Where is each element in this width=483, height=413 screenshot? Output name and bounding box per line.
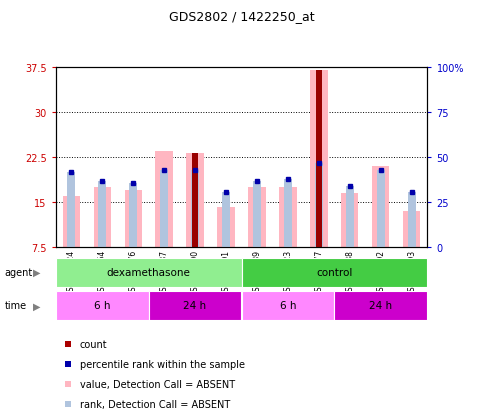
Bar: [56, 258, 242, 287]
Text: 6 h: 6 h: [94, 301, 110, 311]
Bar: [56, 291, 149, 320]
Text: ▶: ▶: [33, 268, 41, 278]
Text: dexamethasone: dexamethasone: [107, 268, 190, 278]
Bar: [149, 291, 242, 320]
Bar: [62, 197, 80, 248]
Bar: [372, 167, 389, 248]
Bar: [94, 188, 111, 248]
Bar: [160, 171, 168, 248]
Bar: [341, 194, 358, 248]
Bar: [315, 164, 323, 248]
Bar: [346, 187, 354, 248]
Bar: [253, 181, 261, 248]
Bar: [156, 152, 172, 248]
Bar: [242, 291, 334, 320]
Bar: [191, 171, 199, 248]
Text: GDS2802 / 1422250_at: GDS2802 / 1422250_at: [169, 10, 314, 23]
Text: rank, Detection Call = ABSENT: rank, Detection Call = ABSENT: [80, 399, 230, 409]
Bar: [222, 192, 230, 248]
Bar: [403, 212, 421, 248]
Bar: [334, 291, 427, 320]
Bar: [186, 153, 203, 248]
Bar: [129, 183, 137, 248]
Text: control: control: [316, 268, 353, 278]
Text: time: time: [5, 301, 27, 311]
Text: value, Detection Call = ABSENT: value, Detection Call = ABSENT: [80, 379, 235, 389]
Bar: [67, 172, 75, 248]
Text: percentile rank within the sample: percentile rank within the sample: [80, 359, 245, 369]
Text: ▶: ▶: [33, 301, 41, 311]
Text: 6 h: 6 h: [280, 301, 296, 311]
Bar: [311, 71, 327, 248]
Bar: [316, 71, 322, 248]
Bar: [217, 208, 235, 248]
Bar: [280, 188, 297, 248]
Bar: [408, 192, 416, 248]
Text: 24 h: 24 h: [184, 301, 207, 311]
Bar: [242, 258, 427, 287]
Text: 24 h: 24 h: [369, 301, 393, 311]
Text: count: count: [80, 339, 107, 349]
Bar: [98, 181, 106, 248]
Bar: [377, 171, 385, 248]
Bar: [192, 153, 198, 248]
Bar: [248, 188, 266, 248]
Text: agent: agent: [5, 268, 33, 278]
Bar: [125, 191, 142, 248]
Bar: [284, 180, 292, 248]
